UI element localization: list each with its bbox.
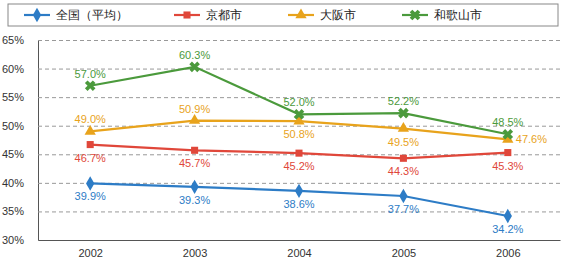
y-tick-label: 40% xyxy=(2,177,24,189)
chart-container: 30% 35% 40% 45% 50% 55% 60% 65% 2002 2003 2004 2005… xyxy=(0,0,566,264)
y-tick-label: 30% xyxy=(2,234,24,246)
y-tick: 35% xyxy=(2,205,560,217)
x-tick: 2002 xyxy=(78,240,102,259)
data-label: 48.5% xyxy=(492,116,523,128)
x-axis-line xyxy=(39,240,561,241)
data-label: 44.3% xyxy=(388,165,419,177)
plot-area: 30% 35% 40% 45% 50% 55% 60% 65% 2002 2003 2004 2005… xyxy=(2,34,561,259)
series-marker xyxy=(86,176,94,190)
legend-item: 大阪市 xyxy=(288,8,356,22)
data-label: 50.9% xyxy=(179,103,210,115)
series-marker xyxy=(291,106,307,122)
data-label: 37.7% xyxy=(388,203,419,215)
series-marker xyxy=(191,147,198,154)
series-marker xyxy=(85,125,96,135)
grid-line xyxy=(38,126,560,127)
series-marker xyxy=(295,150,302,157)
series-line xyxy=(90,145,508,159)
legend-label: 京都市 xyxy=(206,8,242,22)
grid-line xyxy=(38,240,560,241)
data-label: 39.3% xyxy=(179,194,210,206)
x-tick-label: 2005 xyxy=(392,247,416,259)
x-tick: 2003 xyxy=(183,240,207,259)
data-label: 52.2% xyxy=(388,95,419,107)
data-label: 52.0% xyxy=(283,96,314,108)
x-tick: 2006 xyxy=(496,240,520,259)
x-tick-label: 2004 xyxy=(287,247,311,259)
legend-label: 和歌山市 xyxy=(434,8,482,22)
y-axis: 30% 35% 40% 45% 50% 55% 60% 65% xyxy=(2,34,560,246)
series-marker xyxy=(399,189,407,203)
series-marker xyxy=(504,209,512,223)
chart-svg: 30% 35% 40% 45% 50% 55% 60% 65% 2002 2003 2004 2005… xyxy=(0,0,566,264)
y-tick-label: 50% xyxy=(2,120,24,132)
x-tick: 2005 xyxy=(392,240,416,259)
data-label: 38.6% xyxy=(283,198,314,210)
data-labels: 39.9% 39.3% 38.6% 37.7% 34.2% 46.7% 45.7% 45.2%… xyxy=(75,49,548,235)
y-tick-label: 65% xyxy=(2,34,24,46)
series-marker xyxy=(295,184,303,198)
data-label: 57.0% xyxy=(75,68,106,80)
series-line xyxy=(90,67,508,134)
legend-item: 和歌山市 xyxy=(402,7,482,23)
legend-item: 全国（平均） xyxy=(24,8,128,22)
legend-symbol xyxy=(183,11,190,18)
data-label: 47.6% xyxy=(516,133,547,145)
legend-symbol xyxy=(407,7,423,23)
series-line xyxy=(90,183,508,216)
y-tick-label: 55% xyxy=(2,91,24,103)
series-marker xyxy=(398,122,409,132)
x-axis: 2002 2003 2004 2005 2006 xyxy=(39,240,561,259)
grid-line xyxy=(38,69,560,70)
series-marker xyxy=(500,126,516,142)
y-tick: 40% xyxy=(2,177,560,189)
legend-item: 京都市 xyxy=(174,8,242,22)
series-marker xyxy=(187,59,203,75)
y-tick: 30% xyxy=(2,234,560,246)
data-label: 49.0% xyxy=(75,113,106,125)
series-marker xyxy=(504,149,511,156)
data-label: 45.3% xyxy=(492,160,523,172)
legend-symbol xyxy=(295,8,306,18)
grid-line xyxy=(38,40,560,41)
data-label: 46.7% xyxy=(75,152,106,164)
x-tick-label: 2003 xyxy=(183,247,207,259)
y-tick-label: 60% xyxy=(2,63,24,75)
legend-box xyxy=(8,4,558,26)
series-marker xyxy=(395,105,411,121)
x-tick-label: 2006 xyxy=(496,247,520,259)
data-label: 60.3% xyxy=(179,49,210,61)
series-marker xyxy=(189,114,200,124)
data-label: 34.2% xyxy=(492,223,523,235)
y-axis-line xyxy=(38,41,39,241)
y-tick-label: 45% xyxy=(2,148,24,160)
data-label: 45.2% xyxy=(283,160,314,172)
series-marker xyxy=(87,141,94,148)
legend: 全国（平均） 京都市 大阪市 和歌山市 xyxy=(8,4,558,26)
legend-label: 全国（平均） xyxy=(56,8,128,22)
data-layer xyxy=(82,59,515,223)
y-tick-label: 35% xyxy=(2,205,24,217)
y-tick: 55% xyxy=(2,91,560,103)
series-marker xyxy=(82,78,98,94)
series-marker xyxy=(190,180,198,194)
data-label: 49.5% xyxy=(388,136,419,148)
data-label: 39.9% xyxy=(75,190,106,202)
legend-symbol xyxy=(33,8,41,22)
x-tick: 2004 xyxy=(287,240,311,259)
x-tick-label: 2002 xyxy=(78,247,102,259)
y-tick: 65% xyxy=(2,34,560,46)
series-marker xyxy=(400,155,407,162)
data-label: 50.8% xyxy=(283,128,314,140)
legend-label: 大阪市 xyxy=(320,8,356,22)
data-label: 45.7% xyxy=(179,157,210,169)
